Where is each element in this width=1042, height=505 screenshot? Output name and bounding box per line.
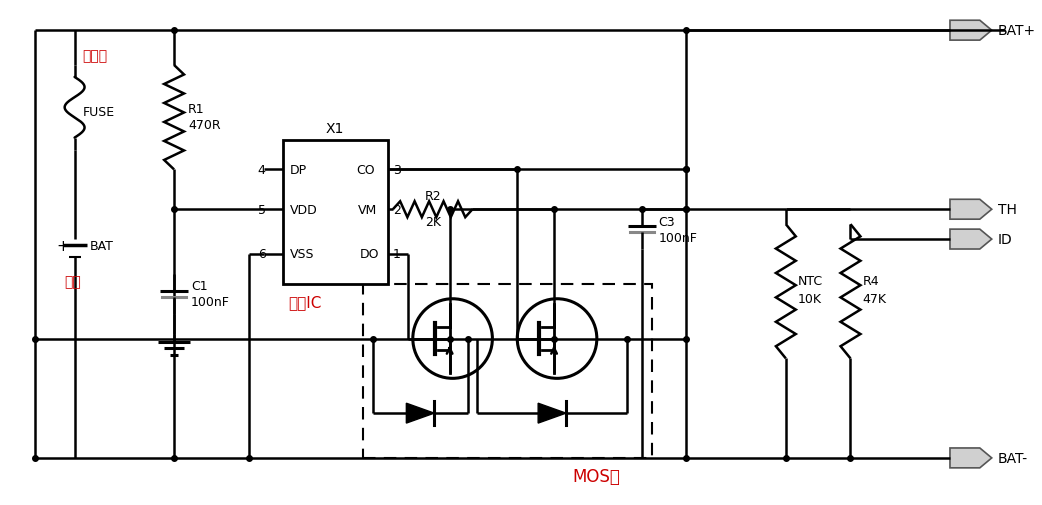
Bar	[363, 284, 651, 458]
Text: VDD: VDD	[290, 204, 317, 216]
Text: 2: 2	[393, 204, 401, 216]
Text: BAT-: BAT-	[998, 451, 1027, 465]
Text: 10K: 10K	[798, 293, 822, 306]
Text: X1: X1	[326, 121, 345, 135]
Text: BAT+: BAT+	[998, 24, 1036, 38]
Text: FUSE: FUSE	[82, 106, 115, 119]
Text: BAT: BAT	[90, 239, 114, 252]
Text: 100nF: 100nF	[659, 231, 697, 244]
Text: 5: 5	[257, 204, 266, 216]
Text: VM: VM	[358, 204, 377, 216]
Text: DP: DP	[290, 164, 306, 177]
Text: R1: R1	[188, 103, 204, 116]
Text: 2K: 2K	[425, 215, 441, 228]
Polygon shape	[950, 230, 992, 249]
Text: VSS: VSS	[290, 248, 314, 261]
Text: C1: C1	[191, 280, 207, 293]
Polygon shape	[950, 200, 992, 220]
Text: 电芯: 电芯	[65, 274, 81, 288]
Polygon shape	[406, 403, 435, 423]
Text: 100nF: 100nF	[191, 295, 230, 309]
Polygon shape	[950, 448, 992, 468]
Text: R4: R4	[863, 275, 879, 288]
Text: CO: CO	[356, 164, 375, 177]
Text: 3: 3	[393, 164, 401, 177]
Text: 470R: 470R	[188, 119, 221, 132]
Text: 6: 6	[257, 248, 266, 261]
Text: NTC: NTC	[798, 275, 823, 288]
Polygon shape	[538, 403, 566, 423]
Polygon shape	[950, 21, 992, 41]
Text: ID: ID	[998, 233, 1013, 246]
Text: DO: DO	[361, 248, 379, 261]
Text: TH: TH	[998, 203, 1017, 217]
Text: C3: C3	[659, 215, 675, 228]
Text: 47K: 47K	[863, 293, 887, 306]
Text: +: +	[56, 238, 70, 253]
Text: R2: R2	[424, 189, 441, 203]
Text: 保险丝: 保险丝	[82, 49, 107, 63]
Text: 控制IC: 控制IC	[289, 294, 322, 310]
Text: MOS管: MOS管	[572, 467, 620, 485]
Text: 4: 4	[257, 164, 266, 177]
Text: 1: 1	[393, 248, 401, 261]
Bar	[283, 140, 388, 284]
